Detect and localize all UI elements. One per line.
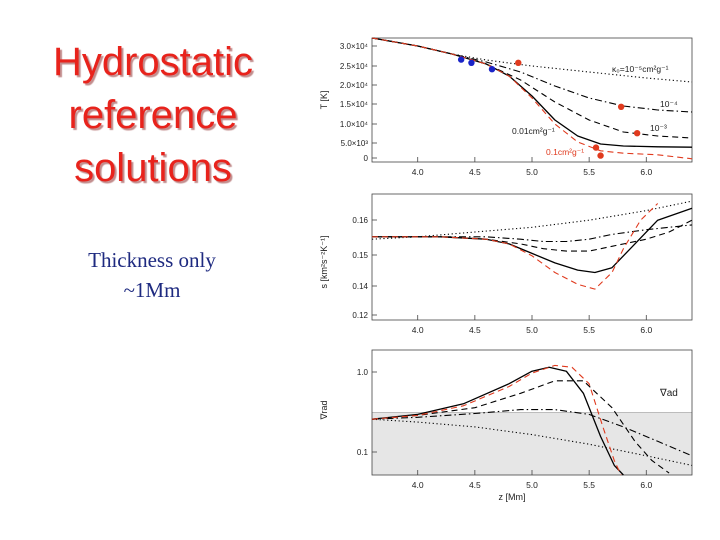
series-line-3 [372,219,693,252]
title-line-2: reference [68,93,238,137]
x-tick-label: 4.0 [412,167,424,177]
thickness-note: Thickness only ~1Mm [52,245,252,305]
data-marker [515,59,522,66]
data-marker [488,66,496,73]
series-line-4 [371,366,624,476]
data-marker [592,144,600,151]
x-tick-label: 4.5 [469,167,481,177]
x-tick-label: 4.5 [469,480,481,490]
y-axis-label: T [K] [319,91,329,110]
y-axis-label: s [km²s⁻²K⁻¹] [319,236,329,289]
x-axis-label: z [Mm] [499,492,526,502]
y-tick-label: 1.5×10⁴ [340,100,369,109]
series-annotation: 0.1cm²g⁻¹ [546,147,584,157]
y-axis-label: ∇rad [319,400,329,420]
y-tick-label: 0 [364,154,369,163]
y-tick-label: 3.0×10⁴ [340,42,369,51]
note-line-1: Thickness only [88,248,216,272]
series-annotation: 0.01cm²g⁻¹ [512,126,555,136]
series-line-4 [372,207,693,274]
title-line-1: Hydrostatic [52,40,254,84]
series-line-5 [372,203,659,290]
series-line-5 [371,364,622,476]
x-tick-label: 6.0 [640,480,652,490]
data-marker [597,152,604,159]
series-line-2 [371,37,693,113]
data-marker [468,59,475,66]
series-annotation: κ₀=10⁻⁵cm²g⁻¹ [612,64,669,74]
stable-region-shade [372,412,692,475]
series-line-1 [371,200,693,240]
x-tick-label: 4.0 [412,325,424,335]
nabla-ad-annotation: ∇ad [659,388,678,399]
plot-frame [371,37,693,163]
series-line-2 [372,224,693,243]
x-tick-label: 5.0 [526,480,538,490]
chart-panel-2: 0.16 0.15 0.14 0.12 4.0 4.5 5.0 5.5 6.0 s [km²s⁻²… [319,193,693,335]
y-tick-label: 0.16 [352,216,368,225]
series-line-3 [371,37,693,139]
x-tick-label: 5.5 [583,480,595,490]
y-tick-label: 0.15 [352,251,368,260]
x-tick-label: 6.0 [640,167,652,177]
y-tick-label: 0.12 [352,311,368,320]
y-tick-label: 5.0×10³ [341,139,369,148]
y-tick-label: 0.1 [357,448,369,457]
title-line-3: solutions [74,146,232,190]
series-annotation: 10⁻⁴ [660,99,678,109]
y-tick-label: 1.0 [357,368,369,377]
note-line-2: ~1Mm [123,278,181,302]
y-tick-label: 2.0×10⁴ [340,81,369,90]
x-tick-label: 5.0 [526,325,538,335]
series-line-3 [371,380,670,474]
y-tick-label: 1.0×10⁴ [340,120,369,129]
data-marker [457,56,465,63]
series-line-1 [371,37,693,83]
x-tick-label: 4.5 [469,325,481,335]
x-tick-label: 6.0 [640,325,652,335]
slide-title: Hydrostatic reference solutions [18,36,288,195]
x-tick-label: 5.0 [526,167,538,177]
series-annotation: 10⁻³ [650,123,667,133]
series-line-1 [371,418,693,466]
chart-panel-1: 3.0×10⁴ 2.5×10⁴ 2.0×10⁴ 1.5×10⁴ 1.0×10⁴ 5.0×1… [319,37,693,177]
x-tick-label: 5.5 [583,325,595,335]
series-line-2 [371,409,693,457]
y-tick-label: 0.14 [352,282,368,291]
data-marker [617,103,625,111]
x-tick-label: 5.5 [583,167,595,177]
y-tick-label: 2.5×10⁴ [340,62,369,71]
plot-frame [371,193,693,321]
series-line-5 [371,37,693,160]
chart-panel-3: 1.0 0.1 4.0 4.5 5.0 5.5 6.0 ∇rad z [Mm] ∇ad [319,349,693,502]
data-marker [633,130,641,137]
x-tick-label: 4.0 [412,480,424,490]
